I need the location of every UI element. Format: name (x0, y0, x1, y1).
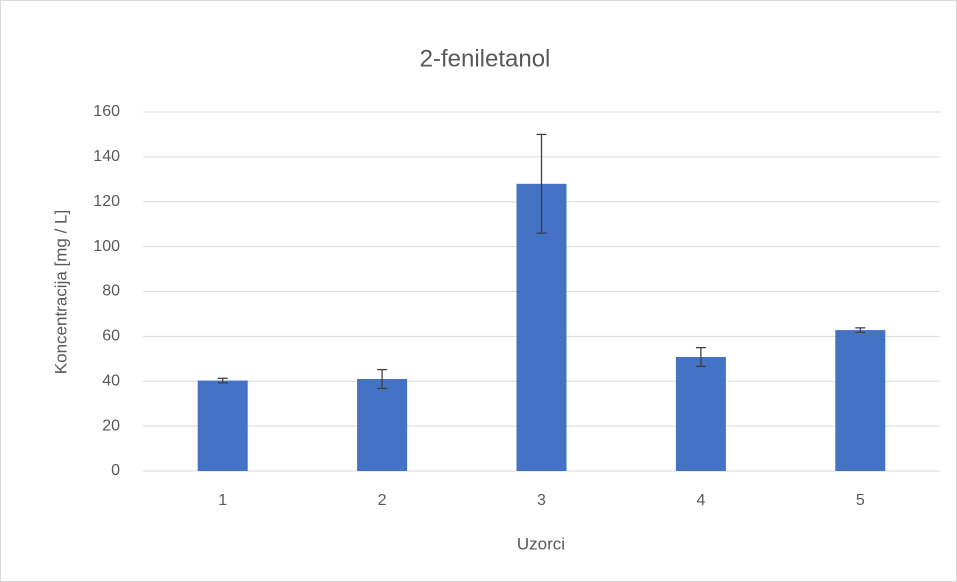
error-bar (855, 327, 866, 333)
x-axis-label: Uzorci (517, 534, 565, 553)
y-tick-label: 160 (93, 103, 120, 120)
y-tick-label: 40 (102, 372, 120, 389)
bar (197, 380, 248, 471)
y-axis-label: Koncentracija [mg / L] (51, 210, 70, 374)
chart-title: 2-feniletanol (420, 45, 551, 72)
y-tick-label: 100 (93, 238, 120, 255)
bar (835, 330, 886, 471)
y-tick-label: 60 (102, 328, 120, 345)
y-tick-label: 0 (111, 462, 120, 479)
error-bar (377, 368, 388, 390)
y-tick-label: 20 (102, 417, 120, 434)
x-tick-label: 5 (856, 492, 865, 509)
x-tick-label: 1 (218, 492, 227, 509)
x-tick-label: 4 (696, 492, 705, 509)
error-bar (217, 377, 228, 384)
y-tick-label: 120 (93, 193, 120, 210)
x-tick-label: 2 (378, 492, 387, 509)
y-tick-label: 140 (93, 148, 120, 165)
bar (675, 357, 726, 471)
error-bar (695, 346, 706, 368)
y-tick-label: 80 (102, 283, 120, 300)
bar (357, 379, 408, 471)
error-bar (536, 133, 547, 234)
x-tick-label: 3 (537, 492, 546, 509)
